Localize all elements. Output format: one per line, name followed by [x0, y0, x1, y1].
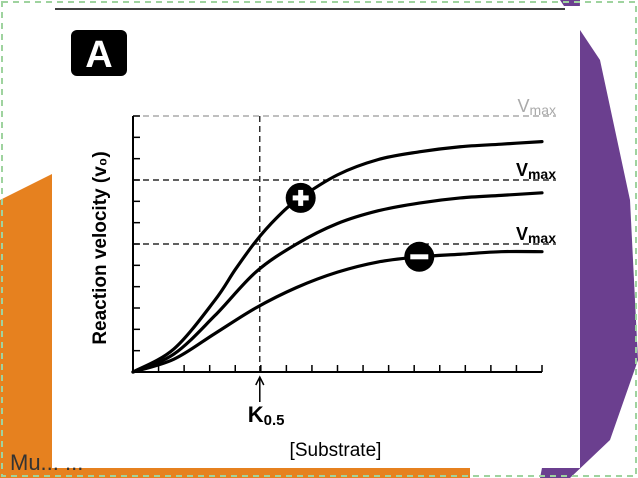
- x-axis-title: [Substrate]: [290, 440, 382, 461]
- vmax-label-sub: max: [530, 102, 556, 118]
- vmax-label-sub: max: [528, 166, 556, 182]
- guide-lines: [133, 115, 556, 372]
- vmax-label-main: V: [518, 96, 530, 116]
- vmax-label-main: V: [516, 224, 528, 244]
- vmax-label-sub: max: [528, 230, 556, 246]
- panel-label-box: [71, 30, 127, 76]
- vmax-label: Vmax: [516, 160, 556, 182]
- k05-label: K0.5: [248, 402, 285, 429]
- footer-text: Mu... ...: [10, 450, 83, 475]
- series-line-2: [131, 191, 544, 374]
- marker-layer: [285, 182, 435, 272]
- k05-label-main: K: [248, 402, 264, 427]
- vmax-label: Vmax: [516, 224, 556, 246]
- figure-card: [52, 6, 580, 468]
- panel-label: A: [85, 34, 112, 76]
- vmax-label-main: V: [516, 160, 528, 180]
- axes: [132, 115, 543, 402]
- minus-icon: [410, 254, 429, 260]
- series-line-3: [131, 249, 544, 374]
- k05-label-sub: 0.5: [264, 412, 285, 429]
- k05-arrow-head: [255, 375, 265, 386]
- plus-icon-v: [298, 189, 304, 206]
- vmax-label: Vmax: [518, 96, 556, 118]
- y-axis-title: Reaction velocity (v₀): [90, 151, 111, 344]
